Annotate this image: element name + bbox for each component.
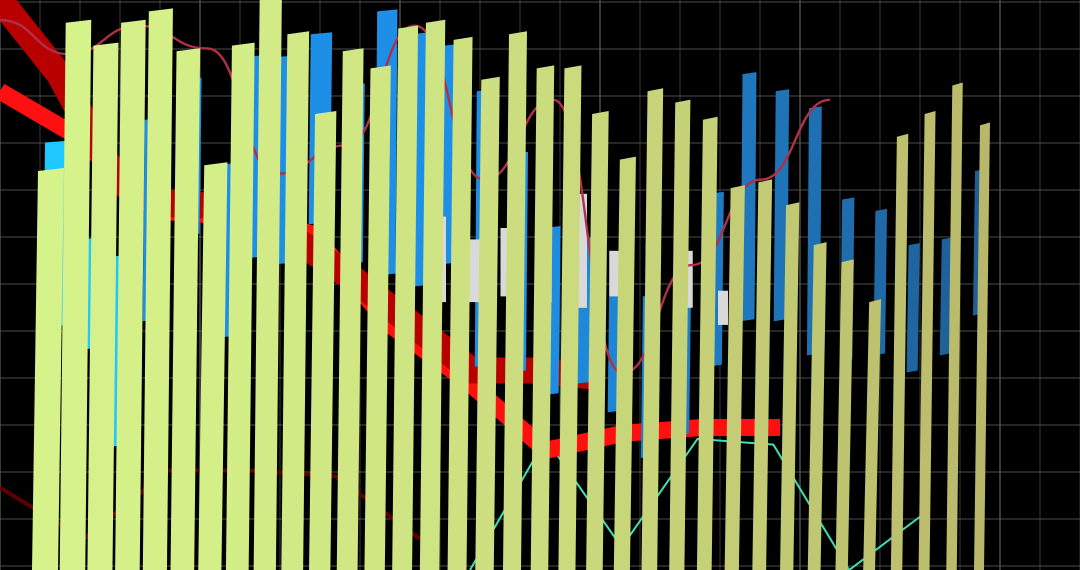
tall-bar (558, 65, 582, 570)
tall-bar (364, 65, 391, 570)
tall-bar (142, 8, 173, 570)
tall-bar (752, 179, 773, 570)
tall-bar (59, 19, 92, 570)
tall-bar (530, 65, 555, 570)
tall-bar (309, 111, 337, 570)
tall-bar (170, 48, 201, 570)
floating-bar (906, 243, 920, 373)
tall-bar (225, 42, 255, 570)
tall-bar (475, 76, 500, 570)
tall-bar (281, 31, 310, 570)
floating-bar (740, 72, 757, 322)
tall-bar (503, 31, 527, 570)
tall-bar (669, 99, 691, 570)
tall-bar (87, 42, 119, 570)
tall-bar (918, 111, 936, 570)
tall-bar (115, 19, 146, 570)
floating-bar (939, 237, 953, 356)
tall-bar (696, 116, 718, 570)
tall-bar (835, 259, 854, 570)
tall-bar (198, 162, 228, 570)
tall-bar (336, 48, 364, 570)
tall-bar (613, 156, 636, 570)
tall-bar (946, 82, 963, 570)
tall-bar (419, 19, 446, 570)
tall-bar (890, 133, 909, 570)
candle-bar (718, 290, 728, 325)
tall-bar (392, 25, 419, 570)
tall-bar (974, 122, 990, 570)
tall-bar (447, 36, 473, 570)
tall-bar (724, 185, 745, 570)
tall-bar (253, 0, 282, 570)
tall-bar (807, 242, 827, 570)
tall-bar (780, 202, 800, 570)
tall-bar (863, 299, 882, 570)
front-layer (32, 0, 990, 570)
tall-bar (641, 88, 664, 570)
tall-bar (586, 111, 609, 570)
tall-bar (32, 168, 64, 570)
